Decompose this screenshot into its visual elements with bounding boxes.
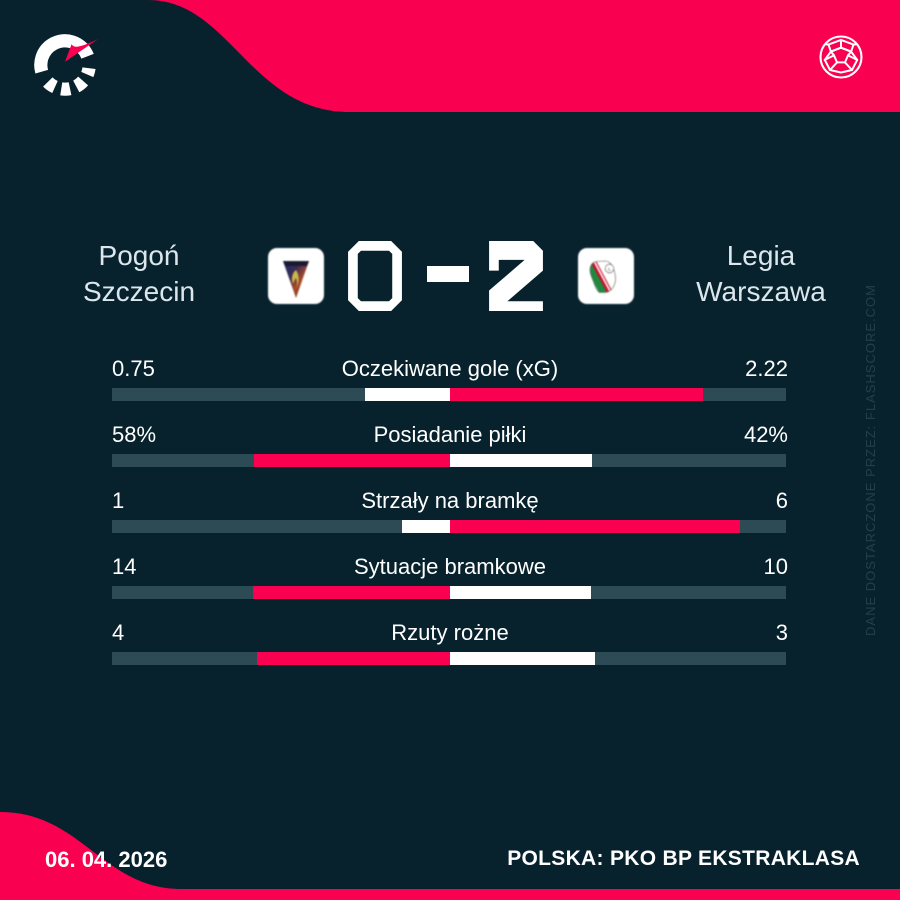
svg-text:L: L <box>608 266 611 271</box>
